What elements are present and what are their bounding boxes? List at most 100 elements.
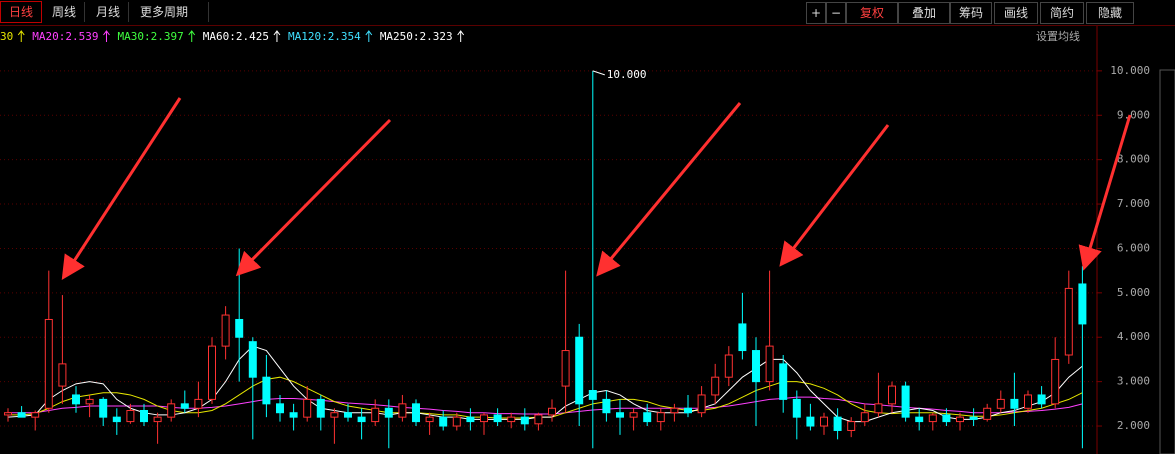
candle-body <box>901 385 910 418</box>
annotation-arrow <box>235 118 392 277</box>
toolbar-button[interactable]: + <box>806 2 826 24</box>
candle-body <box>874 403 883 414</box>
candle-body <box>262 376 271 405</box>
candle-body <box>670 407 679 414</box>
candle-body <box>167 403 176 418</box>
candle-body <box>915 416 924 423</box>
candle-body <box>208 345 216 400</box>
candle-body <box>221 314 230 347</box>
candle-body <box>697 394 706 414</box>
candle-body <box>956 416 964 423</box>
toolbar-button[interactable]: 筹码 <box>950 2 992 24</box>
annotation-arrow <box>1078 114 1132 271</box>
candle-body <box>17 412 26 418</box>
toolbar-button[interactable]: 复权 <box>846 2 898 24</box>
candle-body <box>983 407 992 420</box>
period-tab[interactable]: 日线 <box>0 1 43 23</box>
candle-body <box>792 398 801 418</box>
candle-body <box>439 416 448 427</box>
ma-arrow <box>457 30 465 42</box>
candle-body <box>752 350 760 383</box>
candle-body <box>303 398 312 418</box>
candle-body <box>289 412 298 418</box>
candle-body <box>1064 287 1073 356</box>
candle-body <box>371 407 380 423</box>
y-tick-label: 5.000 <box>1117 286 1150 299</box>
candle-body <box>1051 358 1060 405</box>
candle-body <box>629 412 638 418</box>
candle-body <box>493 414 502 423</box>
candle-body <box>765 345 774 383</box>
ma-settings[interactable]: 设置均线 <box>1036 29 1080 43</box>
candle-body <box>344 412 352 418</box>
candle-body <box>520 416 529 425</box>
candle-body <box>384 407 393 418</box>
peak-label: 10.000 <box>607 68 647 81</box>
candle-body <box>969 416 978 420</box>
candle-body <box>588 390 597 400</box>
candle-body <box>330 412 339 418</box>
candle-body <box>1037 394 1046 405</box>
candle-body <box>398 403 407 418</box>
y-tick-label: 9.000 <box>1117 108 1150 121</box>
toolbar-button[interactable]: 叠加 <box>898 2 950 24</box>
candle-body <box>412 403 420 423</box>
candle-body <box>31 412 40 418</box>
ma-legend-item: 30 <box>0 30 13 43</box>
ma-legend-item: MA30:2.397 <box>117 30 183 43</box>
toolbar-button[interactable]: 隐藏 <box>1086 2 1134 24</box>
candle-body <box>738 323 747 352</box>
period-tab[interactable]: 更多周期 <box>132 2 209 22</box>
candle-body <box>357 416 366 423</box>
ma-arrow <box>103 30 110 42</box>
candle-body <box>996 398 1005 409</box>
candle-body <box>806 416 815 427</box>
annotation-arrow <box>779 124 890 267</box>
toolbar-button[interactable]: − <box>826 2 846 24</box>
candle-body <box>711 376 720 396</box>
candle-body <box>534 414 543 425</box>
candle-body <box>847 421 856 431</box>
candle-body <box>140 409 148 423</box>
candle-body <box>888 385 896 405</box>
candle-body <box>820 416 828 427</box>
candle-body <box>656 412 665 423</box>
candle-body <box>44 318 53 409</box>
candle-body <box>575 336 584 405</box>
toolbar-button[interactable]: 画线 <box>994 2 1038 24</box>
candle-body <box>4 412 12 416</box>
candle-body <box>779 363 788 400</box>
toolbar: 日线 周线 月线 更多周期 + − 复权 叠加 筹码 画线 简约 隐藏 <box>0 0 1175 26</box>
candle-body <box>833 416 842 431</box>
y-tick-label: 10.000 <box>1110 64 1150 77</box>
candle-body <box>724 354 733 378</box>
candle-body <box>452 416 461 427</box>
candle-body <box>684 407 692 414</box>
candle-body <box>1024 394 1032 409</box>
annotation-arrow <box>596 102 742 277</box>
candle-body <box>860 412 869 423</box>
period-tab[interactable]: 周线 <box>44 2 86 22</box>
candle-body <box>507 416 516 423</box>
side-panel <box>1159 69 1175 454</box>
y-tick-label: 2.000 <box>1117 419 1150 432</box>
candle-body <box>928 414 937 423</box>
toolbar-button[interactable]: 简约 <box>1040 2 1084 24</box>
candle-body <box>1078 283 1087 325</box>
ma-legend-item: MA60:2.425 <box>203 30 269 43</box>
peak-pointer <box>592 70 605 76</box>
candle-body <box>602 398 611 414</box>
candle-body <box>643 412 652 423</box>
candle-body <box>58 363 67 387</box>
chart: 30 MA20:2.539 MA30:2.397 MA60:2.425 MA120:2.… <box>0 26 1175 454</box>
candle-body <box>85 398 94 405</box>
candle-body <box>1010 398 1019 409</box>
candle-body <box>112 416 121 423</box>
ma-legend-item: MA20:2.539 <box>32 30 98 43</box>
y-tick-label: 7.000 <box>1117 197 1150 210</box>
candle-body <box>466 416 475 423</box>
y-tick-label: 6.000 <box>1117 241 1150 254</box>
period-tab[interactable]: 月线 <box>88 2 130 22</box>
candle-body <box>126 409 135 423</box>
